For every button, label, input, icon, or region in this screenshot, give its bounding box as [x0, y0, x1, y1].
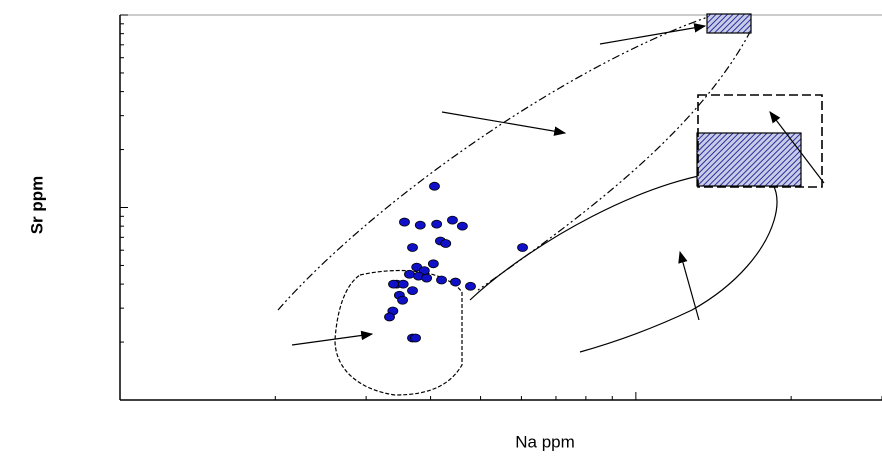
point: [388, 279, 399, 289]
point: [427, 259, 439, 269]
point: [517, 243, 528, 252]
point: [421, 273, 433, 283]
arrow: [291, 330, 374, 346]
point: [407, 286, 418, 296]
y-axis-title: Sr ppm: [27, 176, 46, 235]
hatched-box: [706, 13, 752, 34]
fields: [277, 13, 825, 396]
hatched-box: [696, 132, 802, 187]
dashed-box: [697, 94, 823, 188]
point: [384, 312, 395, 322]
point: [436, 275, 447, 285]
point: [465, 281, 476, 291]
axes: [119, 14, 882, 401]
point: [450, 277, 461, 287]
field-envelope-solid: [469, 169, 778, 353]
x-axis-title: Na ppm: [515, 432, 575, 451]
point: [447, 215, 458, 225]
point: [399, 217, 410, 227]
arrow: [441, 111, 567, 136]
point: [456, 221, 468, 231]
point: [429, 181, 440, 191]
arrow: [678, 250, 700, 321]
arrow: [599, 23, 707, 45]
field-envelope-dashed: [334, 269, 463, 396]
arrow: [769, 111, 825, 184]
point: [404, 269, 415, 279]
point: [397, 279, 409, 289]
point: [440, 239, 452, 248]
field-envelope-dashdot: [277, 17, 751, 311]
point: [397, 295, 408, 305]
point: [410, 333, 421, 343]
point: [414, 220, 426, 230]
point: [431, 219, 443, 229]
point: [407, 243, 418, 252]
